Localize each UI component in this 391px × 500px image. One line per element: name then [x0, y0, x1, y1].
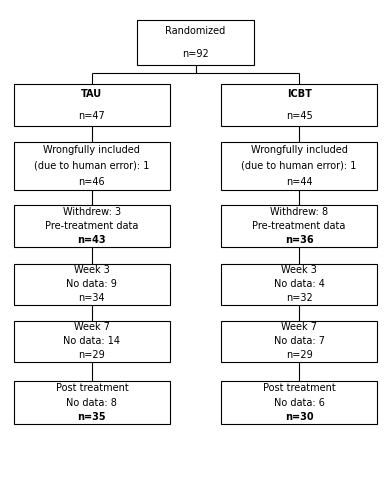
Text: Post treatment: Post treatment — [56, 384, 128, 394]
Text: Withdrew: 3: Withdrew: 3 — [63, 207, 121, 217]
Text: n=32: n=32 — [286, 292, 312, 302]
Text: No data: 7: No data: 7 — [274, 336, 325, 346]
Text: n=43: n=43 — [77, 235, 106, 245]
Text: n=45: n=45 — [286, 110, 312, 120]
Text: Pre-treatment data: Pre-treatment data — [253, 221, 346, 231]
FancyBboxPatch shape — [14, 320, 170, 362]
FancyBboxPatch shape — [14, 264, 170, 304]
FancyBboxPatch shape — [221, 142, 377, 190]
Text: n=35: n=35 — [77, 412, 106, 422]
Text: Randomized: Randomized — [165, 26, 226, 36]
Text: No data: 8: No data: 8 — [66, 398, 117, 407]
Text: n=34: n=34 — [79, 292, 105, 302]
Text: No data: 9: No data: 9 — [66, 279, 117, 289]
Text: ICBT: ICBT — [287, 90, 312, 100]
Text: n=36: n=36 — [285, 235, 314, 245]
Text: Week 7: Week 7 — [281, 322, 317, 332]
Text: n=47: n=47 — [79, 110, 105, 120]
Text: Wrongfully included: Wrongfully included — [251, 145, 348, 155]
FancyBboxPatch shape — [221, 205, 377, 247]
Text: n=30: n=30 — [285, 412, 314, 422]
Text: No data: 6: No data: 6 — [274, 398, 325, 407]
Text: Week 7: Week 7 — [74, 322, 110, 332]
Text: n=44: n=44 — [286, 177, 312, 187]
FancyBboxPatch shape — [14, 84, 170, 126]
Text: No data: 4: No data: 4 — [274, 279, 325, 289]
FancyBboxPatch shape — [221, 381, 377, 424]
Text: n=29: n=29 — [79, 350, 105, 360]
Text: Post treatment: Post treatment — [263, 384, 335, 394]
FancyBboxPatch shape — [14, 142, 170, 190]
Text: (due to human error): 1: (due to human error): 1 — [241, 161, 357, 171]
FancyBboxPatch shape — [14, 205, 170, 247]
Text: n=46: n=46 — [79, 177, 105, 187]
Text: Pre-treatment data: Pre-treatment data — [45, 221, 138, 231]
FancyBboxPatch shape — [221, 264, 377, 304]
Text: (due to human error): 1: (due to human error): 1 — [34, 161, 150, 171]
Text: No data: 14: No data: 14 — [63, 336, 120, 346]
Text: TAU: TAU — [81, 90, 102, 100]
Text: n=92: n=92 — [182, 48, 209, 58]
Text: n=29: n=29 — [286, 350, 312, 360]
Text: Week 3: Week 3 — [74, 266, 110, 276]
FancyBboxPatch shape — [14, 381, 170, 424]
Text: Week 3: Week 3 — [281, 266, 317, 276]
FancyBboxPatch shape — [221, 320, 377, 362]
FancyBboxPatch shape — [221, 84, 377, 126]
FancyBboxPatch shape — [137, 20, 254, 65]
Text: Withdrew: 8: Withdrew: 8 — [270, 207, 328, 217]
Text: Wrongfully included: Wrongfully included — [43, 145, 140, 155]
